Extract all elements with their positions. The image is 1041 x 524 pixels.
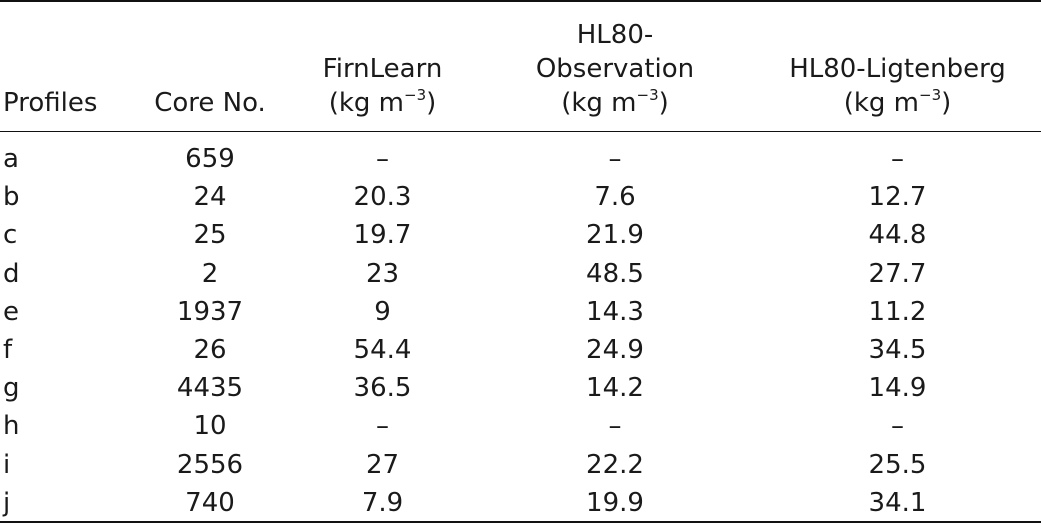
table-row: f 26 54.4 24.9 34.5 (0, 331, 1041, 369)
cell-hl80-observation: 7.6 (594, 182, 636, 213)
table-row: i 2556 27 22.2 25.5 (0, 446, 1041, 484)
cell-profile: c (3, 220, 18, 251)
header-hl80-ligtenberg-unit: (kg m−3) (843, 86, 952, 119)
cell-hl80-observation: 14.3 (586, 296, 644, 327)
cell-hl80-ligtenberg: – (891, 411, 904, 442)
cell-firnlearn: 23 (365, 258, 400, 289)
cell-hl80-observation: 14.2 (586, 373, 644, 404)
cell-profile: b (3, 182, 20, 213)
cell-hl80-ligtenberg: 27.7 (868, 258, 927, 289)
header-firnlearn-label: FirnLearn (322, 54, 443, 84)
header-core-no: Core No. (140, 86, 280, 120)
header-hl80-observation-label-1: HL80- (576, 20, 654, 50)
cell-core-no: 2 (201, 258, 219, 289)
header-rule (0, 131, 1041, 132)
header-firnlearn-unit: (kg m−3) (328, 86, 437, 119)
cell-hl80-observation: 48.5 (586, 258, 644, 289)
cell-hl80-ligtenberg: 12.7 (868, 182, 927, 213)
cell-core-no: 659 (185, 144, 235, 174)
table-row: c 25 19.7 21.9 44.8 (0, 216, 1041, 254)
cell-core-no: 2556 (176, 449, 244, 480)
cell-profile: f (3, 334, 13, 365)
cell-hl80-observation: 22.2 (586, 449, 644, 480)
header-hl80-observation: HL80- Observation (kg m−3) (520, 18, 710, 120)
cell-hl80-ligtenberg: 34.5 (868, 334, 927, 365)
cell-profile: e (3, 296, 19, 327)
top-rule (0, 0, 1041, 2)
cell-firnlearn: 36.5 (353, 373, 412, 404)
cell-core-no: 24 (193, 182, 227, 213)
cell-hl80-ligtenberg: 44.8 (868, 220, 927, 251)
cell-core-no: 4435 (176, 373, 244, 404)
cell-core-no: 10 (193, 411, 227, 442)
cell-hl80-ligtenberg: – (891, 144, 904, 174)
table-row: a 659 – – – (0, 140, 1041, 178)
cell-firnlearn: 7.9 (361, 487, 404, 518)
bottom-rule (0, 521, 1041, 523)
header-hl80-ligtenberg-label: HL80-Ligtenberg (789, 54, 1006, 84)
cell-hl80-observation: – (608, 144, 622, 174)
header-profiles-label: Profiles (3, 88, 98, 118)
cell-profile: j (3, 487, 11, 518)
cell-profile: d (3, 258, 20, 289)
cell-core-no: 25 (193, 220, 227, 251)
cell-hl80-ligtenberg: 25.5 (868, 449, 927, 480)
header-core-no-label: Core No. (154, 88, 266, 118)
cell-firnlearn: 19.7 (353, 220, 412, 251)
cell-core-no: 1937 (176, 296, 244, 327)
cell-hl80-observation: 19.9 (586, 487, 644, 518)
header-hl80-observation-label-2: Observation (535, 54, 695, 84)
cell-profile: i (3, 449, 11, 480)
table-row: e 1937 9 14.3 11.2 (0, 293, 1041, 331)
cell-hl80-observation: 21.9 (586, 220, 644, 251)
cell-hl80-observation: – (608, 411, 622, 442)
cell-firnlearn: 20.3 (353, 182, 412, 213)
cell-profile: a (3, 144, 19, 174)
cell-hl80-observation: 24.9 (586, 334, 644, 365)
cell-firnlearn: – (376, 411, 389, 442)
table-body: a 659 – – – b 24 20.3 7.6 12.7 c 25 19.7 21.9 44.8 d 2 23… (0, 140, 1041, 522)
cell-hl80-ligtenberg: 11.2 (868, 296, 927, 327)
table-row: h 10 – – – (0, 407, 1041, 445)
header-hl80-ligtenberg: HL80-Ligtenberg (kg m−3) (760, 52, 1035, 120)
header-firnlearn: FirnLearn (kg m−3) (305, 52, 460, 120)
cell-profile: g (3, 373, 20, 404)
cell-firnlearn: 9 (374, 296, 391, 327)
cell-hl80-ligtenberg: 14.9 (868, 373, 927, 404)
cell-core-no: 26 (193, 334, 227, 365)
cell-firnlearn: 54.4 (353, 334, 412, 365)
table-row: j 740 7.9 19.9 34.1 (0, 484, 1041, 522)
cell-hl80-ligtenberg: 34.1 (868, 487, 927, 518)
header-profiles: Profiles (3, 86, 97, 120)
header-hl80-observation-unit: (kg m−3) (561, 86, 669, 119)
cell-profile: h (3, 411, 20, 442)
table-row: b 24 20.3 7.6 12.7 (0, 178, 1041, 216)
cell-firnlearn: – (376, 144, 389, 174)
cell-core-no: 740 (185, 487, 235, 518)
table-row: d 2 23 48.5 27.7 (0, 255, 1041, 293)
table-row: g 4435 36.5 14.2 14.9 (0, 369, 1041, 407)
cell-firnlearn: 27 (365, 449, 400, 480)
